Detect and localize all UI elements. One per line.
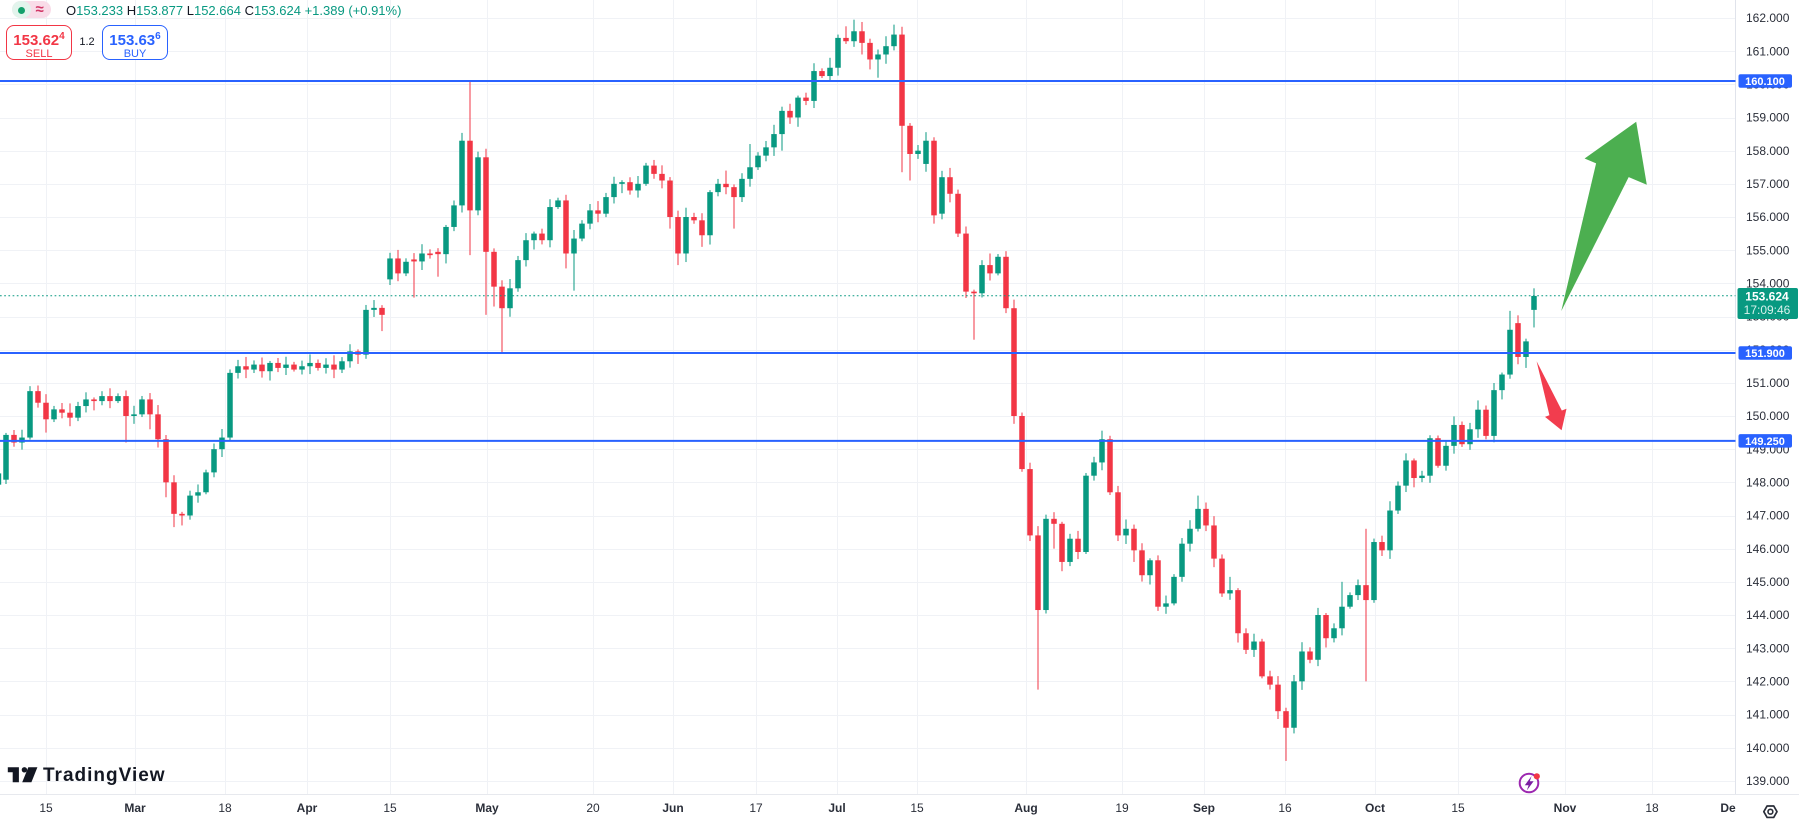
svg-text:147.000: 147.000 xyxy=(1746,509,1790,523)
svg-text:155.000: 155.000 xyxy=(1746,243,1790,257)
svg-text:19: 19 xyxy=(1115,801,1129,815)
svg-text:17: 17 xyxy=(749,801,763,815)
svg-text:151.000: 151.000 xyxy=(1746,376,1790,390)
svg-text:15: 15 xyxy=(1451,801,1465,815)
svg-text:143.000: 143.000 xyxy=(1746,641,1790,655)
svg-text:160.100: 160.100 xyxy=(1745,76,1785,88)
svg-text:Jul: Jul xyxy=(828,801,845,815)
svg-text:157.000: 157.000 xyxy=(1746,177,1790,191)
svg-text:Mar: Mar xyxy=(124,801,146,815)
svg-text:141.000: 141.000 xyxy=(1746,708,1790,722)
svg-text:TradingView: TradingView xyxy=(43,765,166,786)
svg-text:148.000: 148.000 xyxy=(1746,476,1790,490)
svg-text:144.000: 144.000 xyxy=(1746,608,1790,622)
svg-text:15: 15 xyxy=(383,801,397,815)
svg-text:De: De xyxy=(1720,801,1736,815)
svg-text:140.000: 140.000 xyxy=(1746,741,1790,755)
svg-text:Jun: Jun xyxy=(662,801,683,815)
svg-text:146.000: 146.000 xyxy=(1746,542,1790,556)
svg-text:139.000: 139.000 xyxy=(1746,774,1790,788)
svg-text:18: 18 xyxy=(218,801,232,815)
svg-text:149.250: 149.250 xyxy=(1745,436,1785,448)
svg-text:18: 18 xyxy=(1645,801,1659,815)
svg-text:May: May xyxy=(475,801,499,815)
svg-text:15: 15 xyxy=(39,801,53,815)
svg-text:156.000: 156.000 xyxy=(1746,210,1790,224)
svg-text:Aug: Aug xyxy=(1014,801,1037,815)
svg-text:Sep: Sep xyxy=(1193,801,1215,815)
svg-text:16: 16 xyxy=(1278,801,1292,815)
svg-text:142.000: 142.000 xyxy=(1746,675,1790,689)
svg-text:17:09:46: 17:09:46 xyxy=(1744,303,1791,317)
svg-text:159.000: 159.000 xyxy=(1746,111,1790,125)
svg-text:Apr: Apr xyxy=(297,801,318,815)
svg-text:153.624: 153.624 xyxy=(1745,290,1789,304)
svg-text:150.000: 150.000 xyxy=(1746,409,1790,423)
svg-text:158.000: 158.000 xyxy=(1746,144,1790,158)
svg-text:15: 15 xyxy=(910,801,924,815)
svg-text:151.900: 151.900 xyxy=(1745,348,1785,360)
svg-text:162.000: 162.000 xyxy=(1746,11,1790,25)
svg-text:Oct: Oct xyxy=(1365,801,1385,815)
svg-text:145.000: 145.000 xyxy=(1746,575,1790,589)
svg-text:161.000: 161.000 xyxy=(1746,44,1790,58)
svg-text:Nov: Nov xyxy=(1554,801,1577,815)
svg-text:20: 20 xyxy=(586,801,600,815)
svg-text:154.000: 154.000 xyxy=(1746,277,1790,291)
